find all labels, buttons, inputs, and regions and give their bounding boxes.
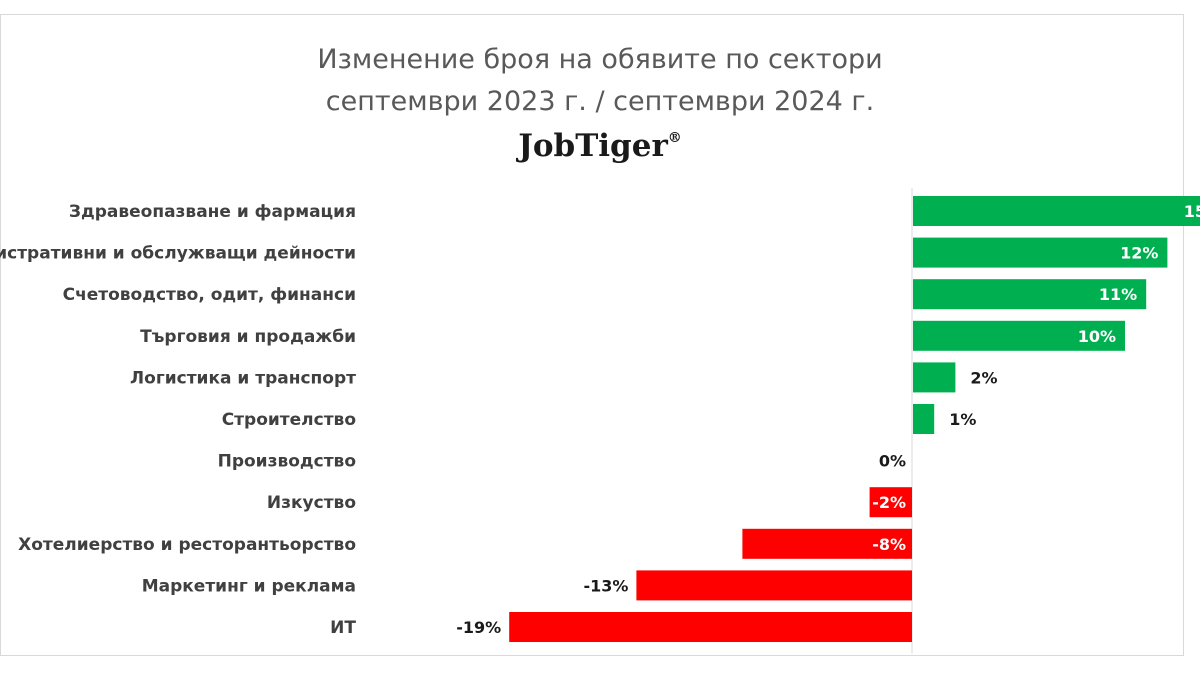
category-label: Производство — [218, 452, 356, 472]
data-label: -19% — [456, 618, 501, 637]
data-label: 2% — [970, 368, 997, 387]
category-label: Здравеопазване и фармация — [69, 202, 356, 222]
data-label: -2% — [872, 493, 906, 512]
data-label: 10% — [1078, 327, 1116, 346]
bar — [913, 196, 1200, 226]
bar — [913, 404, 935, 434]
data-label: -13% — [583, 576, 628, 595]
category-label: ИТ — [330, 618, 356, 638]
bar — [913, 362, 956, 393]
category-label: Строителство — [222, 410, 356, 430]
bar — [509, 612, 912, 642]
data-label: 1% — [949, 410, 976, 429]
category-label: Логистика и транспорт — [130, 368, 356, 388]
brand-name: JobTiger — [518, 128, 668, 164]
category-label: Хотелиерство и ресторантьорство — [18, 535, 356, 555]
data-label: 0% — [879, 452, 906, 471]
category-label: Маркетинг и реклама — [142, 576, 356, 596]
bar — [636, 570, 912, 601]
data-label: -8% — [872, 535, 906, 554]
bar — [913, 320, 1125, 351]
brand-registered-mark: ® — [667, 130, 682, 146]
category-label: Изкуство — [267, 493, 356, 513]
data-label: 15% — [1184, 202, 1200, 221]
chart-subtitle: септември 2023 г. / септември 2024 г. — [325, 86, 875, 117]
chart-title: Изменение броя на обявите по сектори — [317, 44, 883, 75]
bar — [913, 279, 1147, 310]
chart-frame — [0, 14, 1184, 656]
brand-logo: JobTiger® — [0, 128, 1200, 164]
category-label: Търговия и продажби — [140, 327, 356, 347]
bar — [869, 487, 912, 518]
bar — [913, 237, 1168, 268]
data-label: 11% — [1099, 285, 1137, 304]
category-label: Административни и обслужващи дейности — [0, 244, 356, 264]
category-label: Счетоводство, одит, финанси — [63, 285, 356, 305]
bar — [742, 528, 912, 559]
data-label: 12% — [1120, 244, 1158, 263]
